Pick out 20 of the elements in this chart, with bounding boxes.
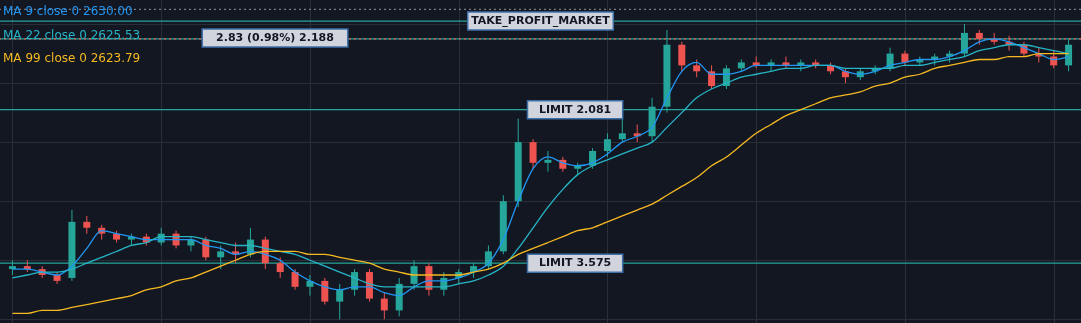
candlestick	[306, 274, 314, 297]
text: MA 22 close 0 2625.53	[3, 27, 141, 42]
candlestick	[291, 268, 299, 291]
candlestick	[782, 56, 790, 69]
candlestick	[336, 283, 344, 320]
ref-line-label: LIMIT 3.575	[538, 256, 612, 270]
text: MA 99 close 0 2623.79	[3, 51, 141, 65]
text: MA 9 close 0 2630.00	[3, 4, 133, 18]
candlestick	[380, 292, 388, 320]
candlestick	[544, 150, 552, 173]
candlestick	[603, 132, 611, 158]
annotation: 2.83 (0.98%) 2.188	[216, 31, 334, 44]
ref-line-label: TAKE_PROFIT_MARKET	[471, 14, 611, 28]
ref-line-label: LIMIT 2.081	[538, 102, 612, 116]
candlestick	[529, 138, 537, 170]
candlestick	[678, 41, 686, 72]
candlestick	[767, 58, 775, 72]
candlestick	[321, 277, 329, 306]
candlestick	[618, 118, 626, 143]
candlestick	[276, 256, 284, 279]
